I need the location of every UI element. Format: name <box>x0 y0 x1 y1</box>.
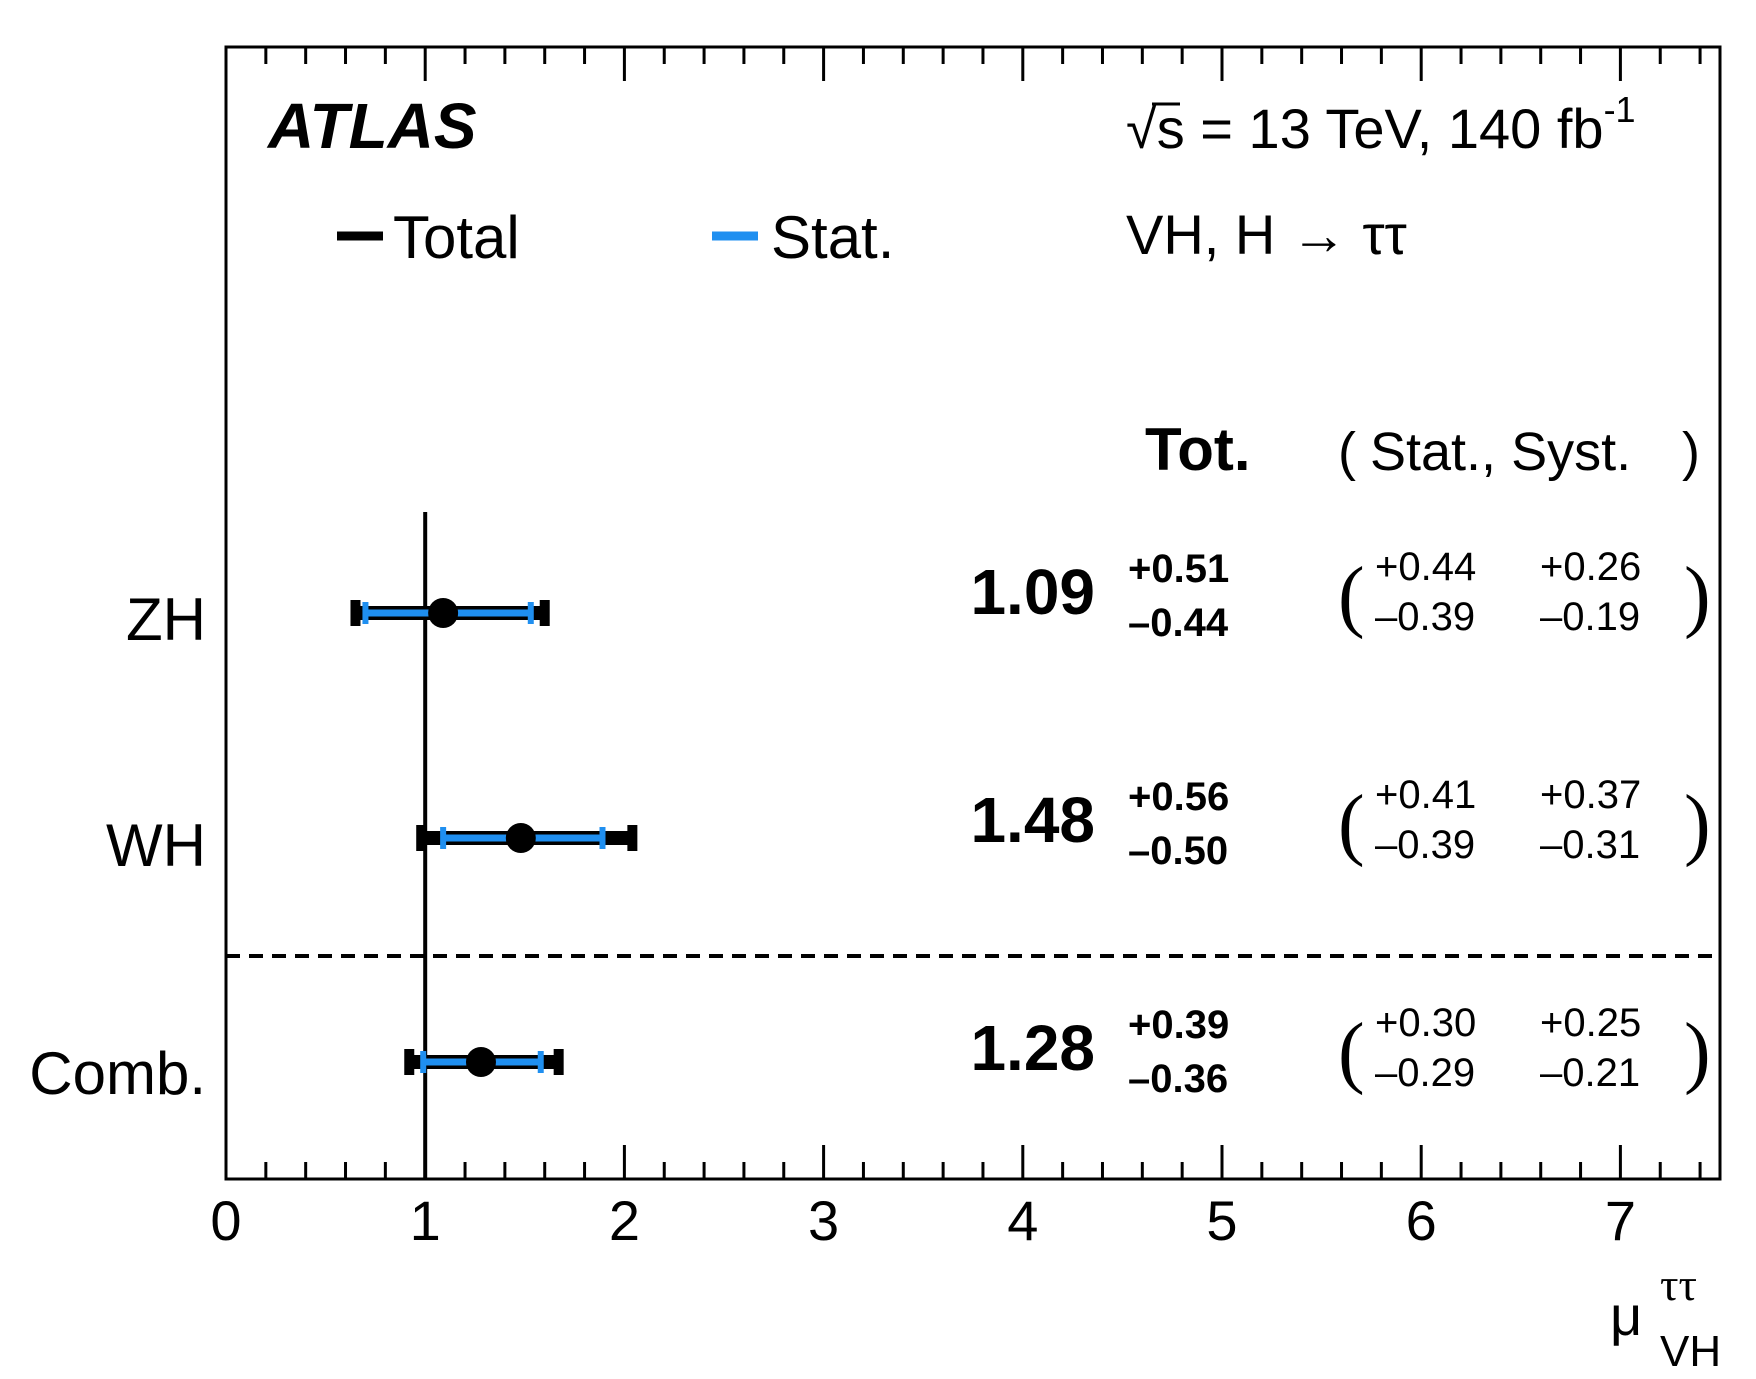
row-stat-dn-wh: –0.39 <box>1375 823 1475 867</box>
row-tot-up-comb: +0.39 <box>1128 1003 1229 1047</box>
row-syst-up-comb: +0.25 <box>1540 1001 1641 1045</box>
header-paren-close: ) <box>1682 422 1700 482</box>
row-value-wh: 1.48 <box>970 784 1095 856</box>
data-marks <box>350 598 638 1077</box>
legend-total-label: Total <box>393 204 520 271</box>
row-paren-open-wh: ( <box>1338 780 1365 868</box>
row-tot-dn-zh: –0.44 <box>1128 601 1229 645</box>
row-stat-up-wh: +0.41 <box>1375 773 1476 817</box>
x-axis-title-sub: VH <box>1660 1327 1721 1376</box>
row-syst-up-zh: +0.26 <box>1540 545 1641 589</box>
row-stat-dn-zh: –0.39 <box>1375 595 1475 639</box>
x-tick-label-4: 4 <box>1007 1189 1038 1252</box>
row-paren-open-comb: ( <box>1338 1008 1365 1096</box>
process-label: VH, H → ττ <box>1126 203 1407 266</box>
row-label-comb: Comb. <box>29 1040 206 1107</box>
experiment-label: ATLAS <box>266 90 477 162</box>
x-tick-label-7: 7 <box>1605 1189 1636 1252</box>
x-tick-label-3: 3 <box>808 1189 839 1252</box>
row-label-wh: WH <box>106 812 206 879</box>
x-axis-tick-labels: 0 1 2 3 4 5 6 7 <box>210 1189 1636 1252</box>
column-header-stat-syst: Stat., Syst. <box>1370 422 1631 482</box>
central-value-point-wh <box>505 823 536 853</box>
energy-label: √s = 13 TeV, 140 fb-1 <box>1126 89 1636 160</box>
row-stat-up-comb: +0.30 <box>1375 1001 1476 1045</box>
x-axis-ticks <box>224 47 1702 1179</box>
column-header-tot: Tot. <box>1145 416 1251 483</box>
row-value-zh: 1.09 <box>970 556 1095 628</box>
row-paren-open-zh: ( <box>1338 552 1365 640</box>
x-axis-title-sup: ττ <box>1660 1259 1697 1310</box>
central-value-point-comb <box>465 1047 496 1077</box>
row-paren-close-comb: ) <box>1684 1008 1711 1096</box>
row-stat-up-zh: +0.44 <box>1375 545 1476 589</box>
row-syst-dn-zh: –0.19 <box>1540 595 1640 639</box>
x-tick-label-2: 2 <box>609 1189 640 1252</box>
row-paren-close-wh: ) <box>1684 780 1711 868</box>
x-tick-label-1: 1 <box>410 1189 441 1252</box>
row-paren-close-zh: ) <box>1684 552 1711 640</box>
row-syst-dn-comb: –0.21 <box>1540 1051 1640 1095</box>
row-tot-up-wh: +0.56 <box>1128 775 1229 819</box>
row-tot-dn-wh: –0.50 <box>1128 829 1228 873</box>
central-value-point-zh <box>428 598 459 628</box>
x-tick-label-5: 5 <box>1206 1189 1237 1252</box>
row-tot-dn-comb: –0.36 <box>1128 1057 1228 1101</box>
row-value-comb: 1.28 <box>970 1012 1095 1084</box>
x-tick-label-0: 0 <box>210 1189 241 1252</box>
x-tick-label-6: 6 <box>1406 1189 1437 1252</box>
x-axis-title: μ <box>1610 1284 1642 1347</box>
plot-frame <box>224 45 1722 1181</box>
row-tot-up-zh: +0.51 <box>1128 547 1229 591</box>
energy-label-main: √s = 13 TeV, 140 fb <box>1126 97 1604 160</box>
energy-label-sup: -1 <box>1604 89 1636 130</box>
header-paren-open: ( <box>1338 422 1356 482</box>
row-syst-up-wh: +0.37 <box>1540 773 1641 817</box>
x-axis-title-main: μ <box>1610 1284 1642 1347</box>
row-syst-dn-wh: –0.31 <box>1540 823 1640 867</box>
legend-stat-label: Stat. <box>771 204 894 271</box>
row-label-zh: ZH <box>126 586 206 653</box>
row-stat-dn-comb: –0.29 <box>1375 1051 1475 1095</box>
